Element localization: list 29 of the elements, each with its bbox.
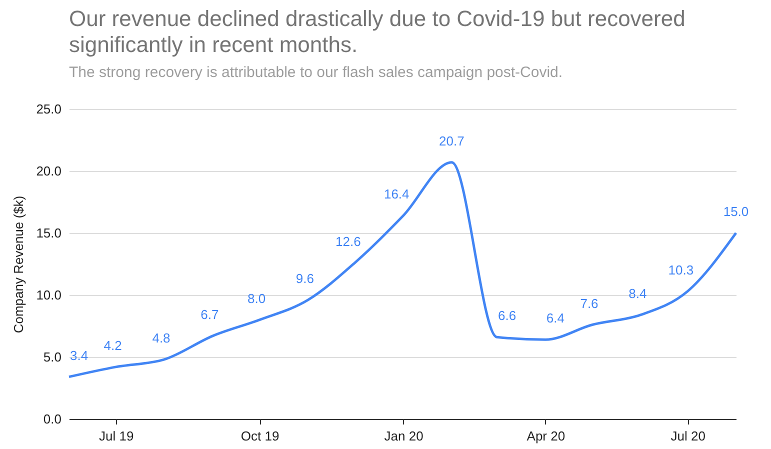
y-tick-label: 0.0 bbox=[43, 412, 62, 426]
y-tick-label: 10.0 bbox=[36, 288, 62, 302]
x-tick-label: Oct 19 bbox=[240, 428, 280, 444]
data-label: 3.4 bbox=[70, 348, 88, 363]
data-label: 20.7 bbox=[439, 133, 464, 148]
y-tick-label: 20.0 bbox=[36, 164, 62, 178]
data-label: 12.6 bbox=[336, 234, 361, 249]
x-tick-label: Jul 19 bbox=[99, 428, 134, 444]
data-label: 9.6 bbox=[296, 270, 314, 286]
data-label: 6.7 bbox=[200, 306, 219, 322]
data-label: 8.4 bbox=[628, 286, 647, 301]
data-label: 4.2 bbox=[104, 338, 122, 353]
y-tick-label: 5.0 bbox=[43, 350, 62, 364]
chart-title: Our revenue declined drastically due to Covid-19 but recovered significantly in recent months. bbox=[69, 6, 686, 57]
y-tick-label: 15.0 bbox=[36, 226, 62, 240]
data-label: 6.6 bbox=[498, 308, 516, 324]
x-tick-label: Jul 20 bbox=[670, 428, 706, 444]
data-label: 8.0 bbox=[247, 290, 266, 306]
chart-subtitle: The strong recovery is attributable to our flash sales campaign post-Covid. bbox=[69, 64, 563, 81]
x-tick-label: Apr 20 bbox=[526, 428, 566, 444]
data-label: 10.3 bbox=[668, 262, 694, 278]
y-axis-title: Company Revenue ($k) bbox=[11, 196, 26, 334]
y-tick-label: 25.0 bbox=[36, 102, 62, 116]
data-label: 7.6 bbox=[580, 296, 598, 311]
data-label: 4.8 bbox=[152, 330, 170, 346]
data-label: 15.0 bbox=[723, 204, 749, 219]
data-label: 16.4 bbox=[384, 186, 410, 202]
x-tick-label: Jan 20 bbox=[384, 428, 424, 444]
data-label: 6.4 bbox=[546, 310, 565, 326]
